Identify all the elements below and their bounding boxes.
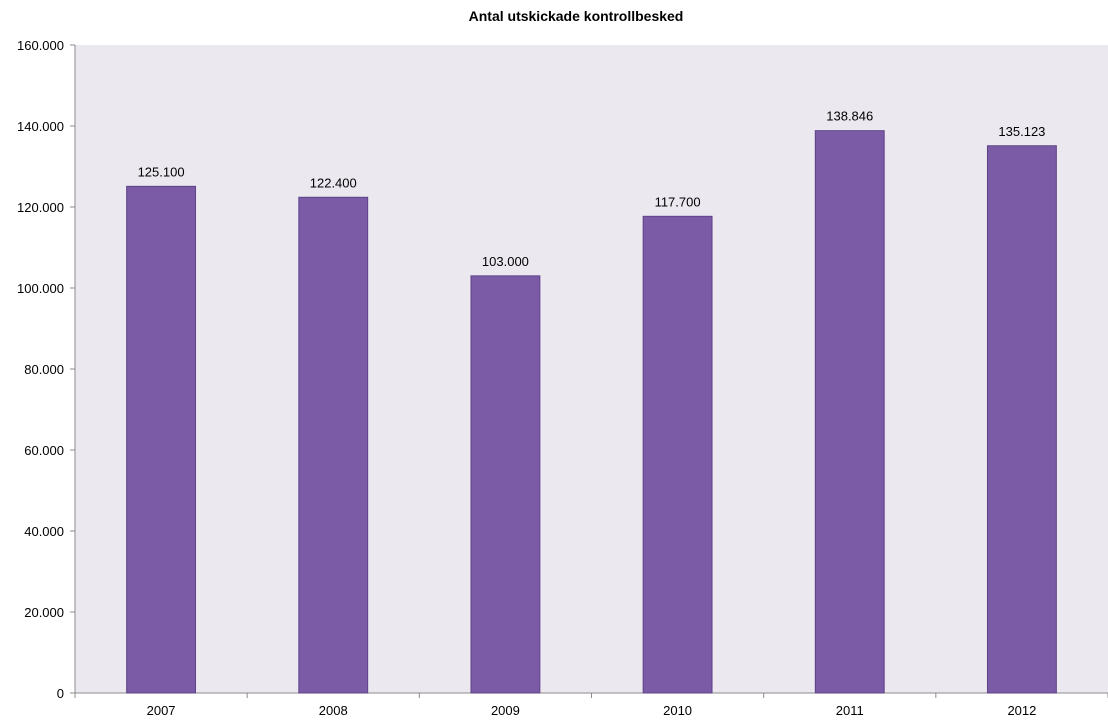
value-label-2007: 125.100 <box>138 164 185 179</box>
bar-2011 <box>814 130 885 694</box>
plot-area <box>75 45 1108 693</box>
value-label-2011: 138.846 <box>826 109 873 124</box>
value-label-2012: 135.123 <box>998 124 1045 139</box>
x-tick-label: 2010 <box>663 703 692 718</box>
bar-2012 <box>986 145 1057 694</box>
x-axis: 2007 2008 2009 2010 2011 2012 <box>74 692 1108 718</box>
value-label-2009: 103.000 <box>482 254 529 269</box>
x-tick-label: 2011 <box>836 703 864 718</box>
y-tick-label: 160.000 <box>17 38 64 53</box>
y-tick-label: 80.000 <box>24 362 64 377</box>
bar-2008 <box>298 196 369 694</box>
bar-2010 <box>642 215 713 694</box>
y-tick-label: 0 <box>57 686 64 701</box>
x-tick-label: 2009 <box>491 703 520 718</box>
value-label-2010: 117.700 <box>655 194 701 209</box>
y-tick-label: 120.000 <box>17 200 64 215</box>
y-tick-label: 60.000 <box>24 443 64 458</box>
chart-title: Antal utskickade kontrollbesked <box>469 8 684 24</box>
value-labels: 125.100 122.400 103.000 117.700 138.846 135.1… <box>138 109 1046 269</box>
y-tick-label: 40.000 <box>24 524 64 539</box>
y-tick-label: 140.000 <box>17 119 64 134</box>
y-tick-label: 100.000 <box>17 281 64 296</box>
y-axis: 0 20.000 40.000 60.000 80.000 100.000 120.000 1… <box>17 38 76 701</box>
bars <box>126 130 1057 694</box>
x-tick-label: 2012 <box>1007 703 1036 718</box>
bar-2009 <box>470 275 541 694</box>
y-tick-label: 20.000 <box>24 605 64 620</box>
bar-2007 <box>126 185 197 694</box>
x-tick-label: 2008 <box>319 703 348 718</box>
x-tick-label: 2007 <box>147 703 176 718</box>
value-label-2008: 122.400 <box>310 175 357 190</box>
